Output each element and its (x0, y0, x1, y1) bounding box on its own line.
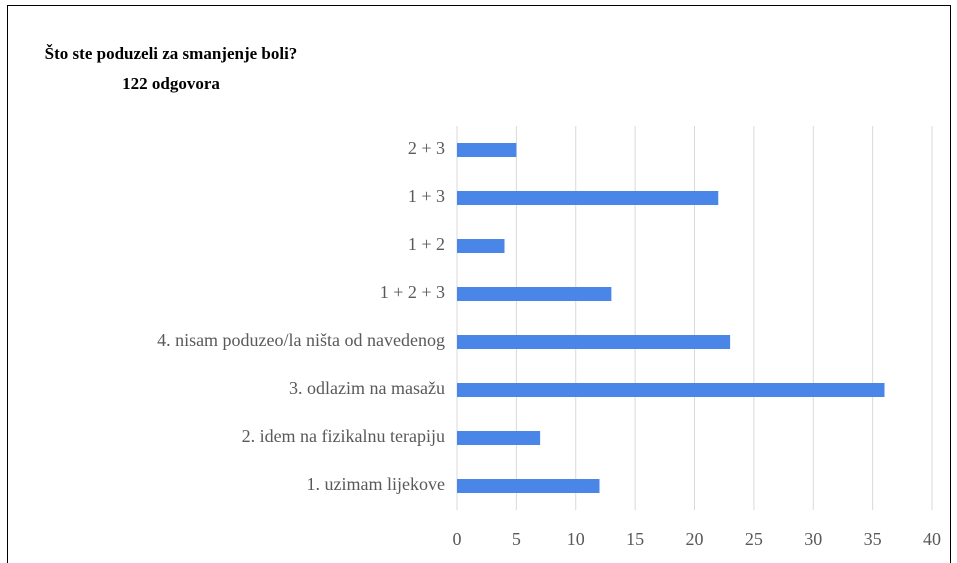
y-tick-label: 1 + 2 (408, 234, 445, 254)
y-tick-label: 2 + 3 (408, 138, 445, 158)
chart-title: Što ste poduzeli za smanjenje boli? (45, 44, 298, 63)
y-tick-label: 4. nisam poduzeo/la ništa od navedenog (157, 330, 445, 350)
x-tick-label: 20 (686, 529, 704, 549)
bar (457, 383, 885, 397)
x-tick-label: 25 (745, 529, 763, 549)
x-tick-label: 5 (512, 529, 521, 549)
bar (457, 287, 612, 301)
x-tick-label: 35 (864, 529, 882, 549)
bar (457, 335, 731, 349)
x-tick-label: 15 (626, 529, 644, 549)
y-tick-label: 2. idem na fizikalnu terapiju (242, 426, 445, 446)
chart-frame (7, 5, 951, 563)
y-tick-label: 3. odlazim na masažu (289, 378, 445, 398)
y-tick-label: 1. uzimam lijekove (307, 474, 445, 494)
bar (457, 191, 719, 205)
bar (457, 143, 517, 157)
bar (457, 479, 600, 493)
x-tick-label: 10 (567, 529, 585, 549)
chart-subtitle: 122 odgovora (122, 74, 220, 93)
bar (457, 239, 505, 253)
x-tick-label: 0 (453, 529, 462, 549)
bar (457, 431, 541, 445)
x-tick-label: 40 (923, 529, 941, 549)
y-tick-label: 1 + 2 + 3 (380, 282, 445, 302)
x-tick-label: 30 (804, 529, 822, 549)
y-tick-label: 1 + 3 (408, 186, 445, 206)
